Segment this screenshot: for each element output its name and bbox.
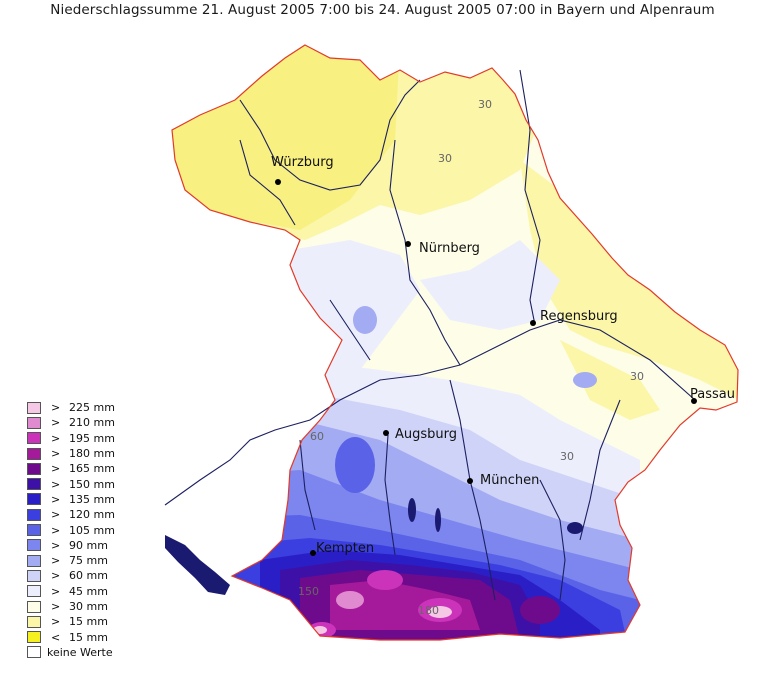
legend-symbol: > <box>51 492 61 506</box>
legend-item: <15 mm <box>27 629 115 644</box>
legend-symbol: > <box>51 584 61 598</box>
legend-swatch <box>27 585 41 598</box>
legend-items: >225 mm >210 mm >195 mm >180 mm >165 mm >150 … <box>27 400 115 645</box>
legend-value: 75 mm <box>69 554 108 568</box>
legend-item: >75 mm <box>27 553 115 568</box>
legend-item: >135 mm <box>27 492 115 507</box>
legend-swatch <box>27 600 41 613</box>
legend-value: 60 mm <box>69 569 108 583</box>
contour-label: 60 <box>310 430 324 443</box>
legend: >225 mm >210 mm >195 mm >180 mm >165 mm >150 … <box>27 400 115 660</box>
legend-symbol: > <box>51 523 61 537</box>
city-label: Kempten <box>316 541 374 556</box>
city-marker-kempten: Kempten <box>310 541 374 556</box>
city-marker-augsburg: Augsburg <box>383 427 457 442</box>
legend-value: 30 mm <box>69 600 108 613</box>
legend-item: >90 mm <box>27 538 115 553</box>
legend-swatch <box>27 508 41 521</box>
legend-nodata-label: keine Werte <box>47 645 113 659</box>
legend-symbol: > <box>51 431 61 445</box>
contour-label: 150 <box>298 585 319 598</box>
contour-label: 30 <box>630 370 644 383</box>
legend-value: 90 mm <box>69 538 108 552</box>
contour-label: 30 <box>438 152 452 165</box>
legend-value: 150 mm <box>69 477 115 491</box>
legend-symbol: > <box>51 600 61 613</box>
legend-symbol: > <box>51 554 61 568</box>
legend-item: >60 mm <box>27 568 115 583</box>
lake-chiemsee <box>567 522 583 534</box>
city-label: München <box>480 473 539 488</box>
legend-item: >45 mm <box>27 584 115 599</box>
city-label: Regensburg <box>540 309 618 324</box>
legend-value: 195 mm <box>69 431 115 445</box>
legend-swatch <box>27 615 41 628</box>
legend-value: 165 mm <box>69 462 115 476</box>
legend-symbol: > <box>51 447 61 461</box>
legend-swatch <box>27 416 41 429</box>
legend-item: >30 mm <box>27 599 115 614</box>
precipitation-field <box>172 45 738 640</box>
legend-item: >150 mm <box>27 476 115 491</box>
legend-value: 225 mm <box>69 401 115 415</box>
legend-value: 105 mm <box>69 523 115 537</box>
legend-symbol: > <box>51 508 61 522</box>
city-marker-wuerzburg: Würzburg <box>271 155 334 185</box>
city-marker-muenchen: München <box>467 473 539 488</box>
legend-symbol: > <box>51 477 61 491</box>
legend-symbol: > <box>51 569 61 583</box>
legend-value: 15 mm <box>69 615 108 629</box>
legend-symbol: > <box>51 416 61 430</box>
legend-symbol: > <box>51 538 61 552</box>
legend-swatch <box>27 569 41 582</box>
legend-swatch <box>27 554 41 567</box>
city-marker-passau: Passau <box>690 387 735 404</box>
legend-item: >195 mm <box>27 431 115 446</box>
legend-item-nodata: keine Werte <box>27 645 115 660</box>
legend-value: 135 mm <box>69 492 115 506</box>
legend-symbol: > <box>51 615 61 629</box>
legend-swatch <box>27 401 41 414</box>
legend-swatch <box>27 631 41 644</box>
legend-swatch <box>27 539 41 552</box>
contour-label: 180 <box>418 604 439 617</box>
legend-value: 120 mm <box>69 508 115 522</box>
legend-swatch <box>27 493 41 506</box>
legend-swatch <box>27 447 41 460</box>
city-label: Nürnberg <box>419 241 480 256</box>
contour-label: 30 <box>478 98 492 111</box>
legend-item: >180 mm <box>27 446 115 461</box>
legend-symbol: < <box>51 630 61 644</box>
contour-label: 30 <box>560 450 574 463</box>
legend-symbol: > <box>51 401 61 415</box>
legend-item: >210 mm <box>27 415 115 430</box>
city-marker-regensburg: Regensburg <box>530 309 618 326</box>
lake-starnberg <box>435 508 441 532</box>
rivers <box>164 69 696 601</box>
legend-swatch <box>27 462 41 475</box>
legend-value: 180 mm <box>69 447 115 461</box>
legend-item: >120 mm <box>27 507 115 522</box>
legend-item: >105 mm <box>27 522 115 537</box>
legend-item: >225 mm <box>27 400 115 415</box>
legend-swatch <box>27 524 41 537</box>
lake-constance <box>165 535 230 595</box>
city-label: Passau <box>690 387 735 402</box>
legend-item: >15 mm <box>27 614 115 629</box>
legend-item: >165 mm <box>27 461 115 476</box>
legend-swatch <box>27 432 41 445</box>
city-label: Würzburg <box>271 155 334 170</box>
legend-swatch <box>27 646 41 659</box>
legend-value: 15 mm <box>69 630 108 644</box>
legend-value: 45 mm <box>69 584 108 598</box>
legend-value: 210 mm <box>69 416 115 430</box>
map-title: Niederschlagssumme 21. August 2005 7:00 … <box>50 2 715 18</box>
bavaria-border <box>171 44 739 641</box>
legend-swatch <box>27 478 41 491</box>
lake-ammersee <box>408 498 416 522</box>
city-label: Augsburg <box>395 427 457 442</box>
legend-symbol: > <box>51 462 61 476</box>
city-marker-nuernberg: Nürnberg <box>405 241 480 256</box>
